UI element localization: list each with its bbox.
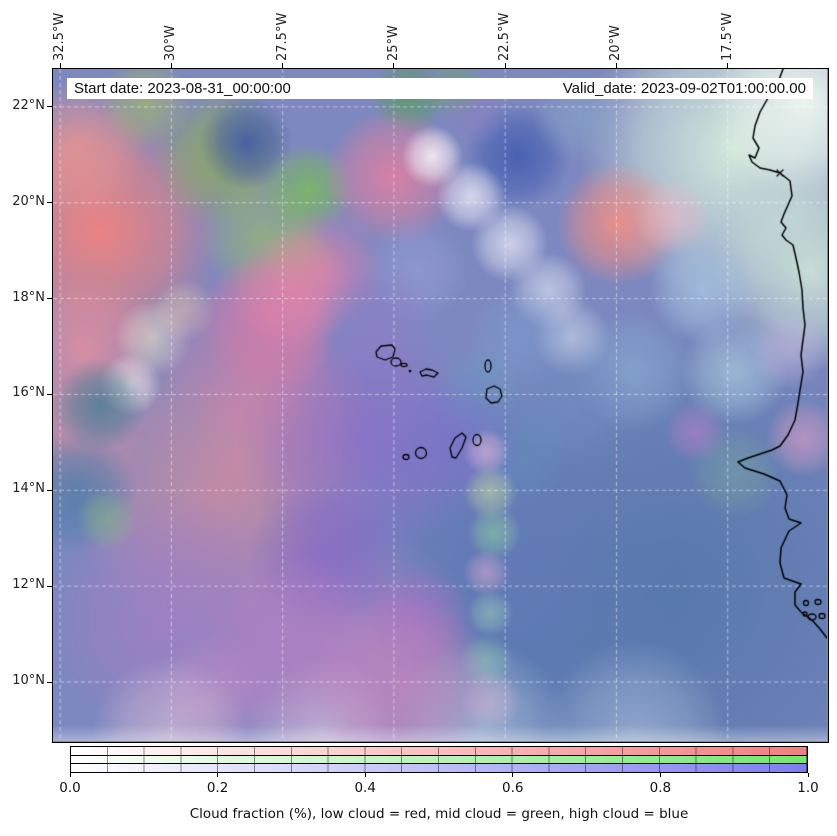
lat-tick	[47, 585, 52, 587]
lon-tick-label: 30°W	[163, 25, 179, 61]
start-date-label: Start date: 2023-08-31_00:00:00	[74, 80, 291, 97]
lon-tick-label: 22.5°W	[497, 12, 513, 61]
cloud-field-canvas	[53, 69, 827, 741]
lon-tick-label: 27.5°W	[274, 12, 290, 61]
lon-tick-label: 17.5°W	[719, 12, 735, 61]
lon-tick	[615, 63, 617, 68]
colorbar-caption: Cloud fraction (%), low cloud = red, mid…	[189, 806, 689, 822]
annotation-bar: Start date: 2023-08-31_00:00:00 Valid_da…	[67, 78, 813, 99]
colorbar-tick-label: 0.4	[354, 780, 376, 796]
colorbar-tick	[807, 773, 809, 777]
lat-tick-label: 22°N	[12, 97, 45, 113]
colorbar	[70, 746, 808, 773]
colorbar-tick-label: 0.2	[206, 780, 229, 796]
lat-tick-label: 10°N	[12, 673, 45, 689]
colorbar-tick	[364, 773, 366, 777]
lon-tick	[59, 63, 61, 68]
lat-tick-label: 16°N	[12, 385, 45, 401]
colorbar-tick	[69, 773, 71, 777]
colorbar-tick	[512, 773, 514, 777]
colorbar-strip-low	[71, 747, 807, 755]
map-plot: Start date: 2023-08-31_00:00:00 Valid_da…	[52, 68, 829, 743]
colorbar-strip-high	[71, 763, 807, 773]
lat-tick-label: 12°N	[12, 577, 45, 593]
lat-tick	[47, 106, 52, 108]
colorbar-tick	[217, 773, 219, 777]
lon-tick	[504, 63, 506, 68]
lon-tick-label: 25°W	[385, 25, 401, 61]
lat-tick-label: 20°N	[12, 193, 45, 209]
colorbar-strip-mid	[71, 754, 807, 764]
colorbar-tick	[659, 773, 661, 777]
lon-tick	[393, 63, 395, 68]
lat-tick-label: 18°N	[12, 289, 45, 305]
colorbar-tick-label: 0.8	[649, 780, 672, 796]
lat-tick	[47, 489, 52, 491]
colorbar-tick-label: 0.6	[502, 780, 524, 796]
lat-tick	[47, 202, 52, 204]
lat-tick-label: 14°N	[12, 481, 45, 497]
lat-tick	[47, 298, 52, 300]
lon-tick-label: 32.5°W	[52, 12, 68, 61]
lat-tick	[47, 393, 52, 395]
lon-tick	[170, 63, 172, 68]
lon-tick	[282, 63, 284, 68]
lat-tick	[47, 681, 52, 683]
colorbar-tick-label: 1.0	[797, 780, 819, 796]
lon-tick	[727, 63, 729, 68]
colorbar-tick-label: 0.0	[59, 780, 81, 796]
lon-tick-label: 20°W	[608, 25, 624, 61]
valid-date-label: Valid_date: 2023-09-02T01:00:00.00	[562, 80, 806, 97]
